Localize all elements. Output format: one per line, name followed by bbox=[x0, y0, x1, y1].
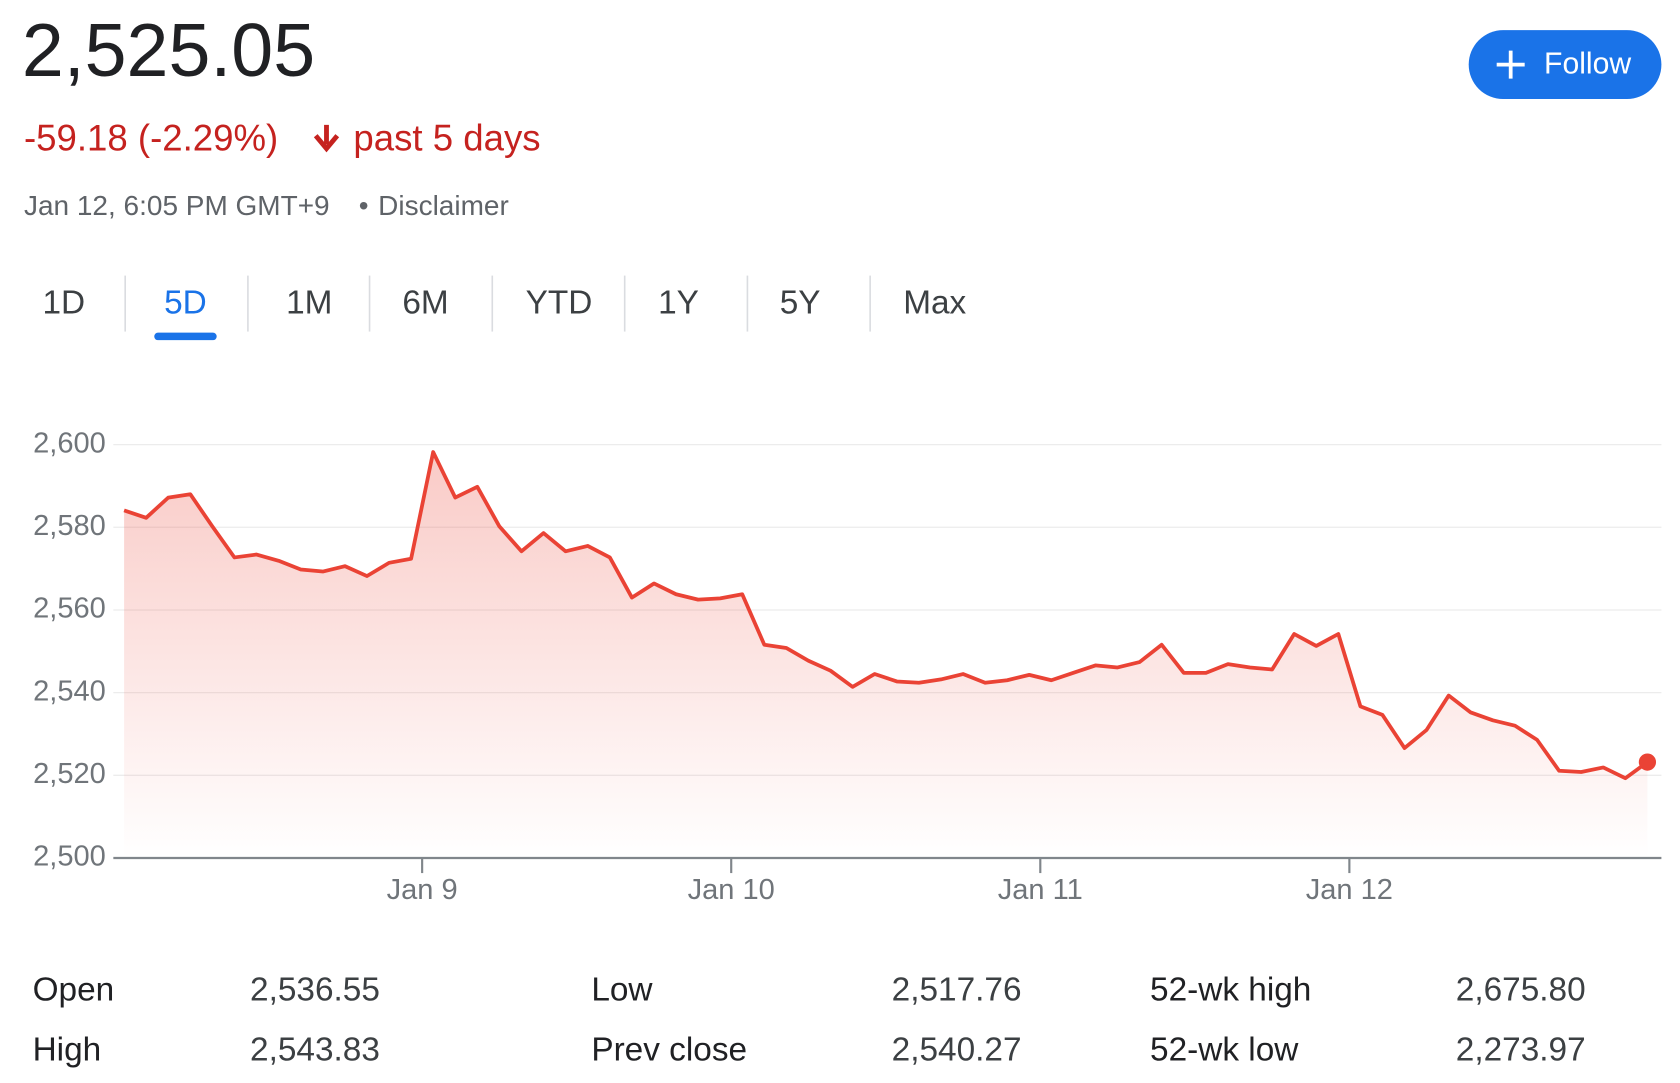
y-tick-label: 2,500 bbox=[33, 841, 106, 873]
x-tick-label: Jan 10 bbox=[688, 874, 775, 906]
tab[interactable]: YTD bbox=[526, 284, 593, 321]
stat-label: 52-wk high bbox=[1150, 971, 1311, 1008]
change: -59.18 (-2.29%) bbox=[24, 118, 278, 159]
disclaimer[interactable]: Disclaimer bbox=[378, 190, 509, 221]
price-line bbox=[123, 450, 1649, 781]
down-arrow bbox=[313, 124, 340, 153]
y-tick-label: 2,560 bbox=[33, 593, 106, 625]
y-tick-label: 2,580 bbox=[33, 510, 106, 542]
stat-value: 2,675.80 bbox=[1456, 971, 1586, 1008]
tab[interactable]: 1M bbox=[286, 284, 332, 321]
stat-label: 52-wk low bbox=[1150, 1032, 1299, 1069]
tab[interactable]: 1Y bbox=[658, 284, 699, 321]
tab[interactable]: Max bbox=[903, 284, 966, 321]
stats: Open 2,536.55 Low 2,517.76 52-wk high 2,675.8… bbox=[33, 971, 1586, 1068]
stat-label: Prev close bbox=[591, 1032, 747, 1069]
follow-button-bg[interactable] bbox=[1468, 30, 1662, 100]
chart: 2,500 2,520 2,540 2,560 2,580 2,600 Jan 9 Jan 1… bbox=[33, 427, 1662, 906]
y-tick-label: 2,600 bbox=[33, 427, 106, 459]
follow-label[interactable]: Follow bbox=[1544, 48, 1631, 81]
tab[interactable]: 5Y bbox=[780, 284, 821, 321]
tab[interactable]: 5D bbox=[164, 284, 207, 321]
separator: • bbox=[359, 190, 369, 221]
area bbox=[124, 452, 1648, 859]
y-tick-label: 2,540 bbox=[33, 675, 106, 707]
stat-label: Open bbox=[33, 971, 115, 1008]
tab-indicator bbox=[154, 332, 217, 341]
stat-value: 2,536.55 bbox=[250, 971, 380, 1008]
x-tick-label: Jan 11 bbox=[998, 874, 1083, 906]
y-tick-label: 2,520 bbox=[33, 758, 106, 790]
period: past 5 days bbox=[353, 118, 540, 159]
follow-button[interactable]: Follow bbox=[1468, 30, 1662, 100]
last-point bbox=[1638, 753, 1657, 771]
stat-label: High bbox=[33, 1032, 102, 1069]
stat-value: 2,273.97 bbox=[1456, 1032, 1586, 1069]
tab[interactable]: 1D bbox=[42, 284, 85, 321]
plus-icon[interactable] bbox=[1496, 50, 1525, 79]
x-tick-label: Jan 12 bbox=[1306, 874, 1393, 906]
price: 2,525.05 bbox=[22, 8, 315, 92]
timestamp: Jan 12, 6:05 PM GMT+9 bbox=[24, 190, 330, 221]
tab[interactable]: 6M bbox=[402, 284, 448, 321]
stat-value: 2,540.27 bbox=[892, 1032, 1022, 1069]
stat-value: 2,543.83 bbox=[250, 1032, 380, 1069]
x-tick-label: Jan 9 bbox=[387, 874, 458, 906]
stat-label: Low bbox=[591, 971, 653, 1008]
stat-value: 2,517.76 bbox=[892, 971, 1022, 1008]
tabs: 1D 5D 1M 6M YTD 1Y 5Y Max bbox=[42, 275, 967, 341]
